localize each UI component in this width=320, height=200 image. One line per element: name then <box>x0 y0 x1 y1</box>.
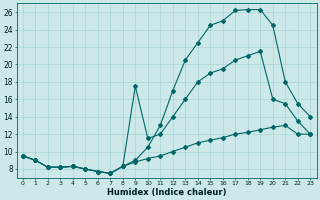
X-axis label: Humidex (Indice chaleur): Humidex (Indice chaleur) <box>107 188 226 197</box>
